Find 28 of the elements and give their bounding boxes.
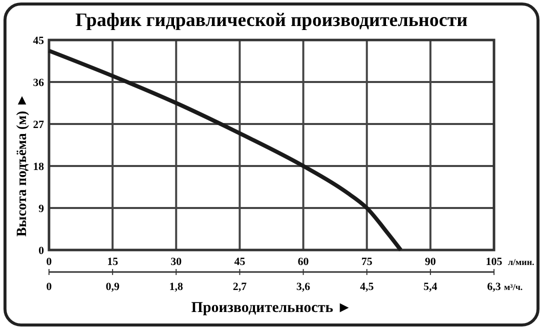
x2-tick-label: 5,4 (424, 281, 438, 293)
text: л/мин. (508, 257, 534, 267)
x-tick-label: 15 (107, 256, 119, 268)
x2-tick-label: 1,8 (169, 281, 184, 293)
y-tick-label: 9 (38, 202, 44, 215)
x-tick-label: 105 (486, 256, 503, 268)
line-series (47, 48, 403, 252)
x-tick-label: 45 (234, 256, 246, 268)
y-tick-label: 27 (33, 118, 44, 131)
x-tick-label: 90 (424, 256, 436, 268)
y-tick-label: 45 (33, 34, 44, 47)
x2-tick-label: 6,3 (487, 281, 502, 293)
x-axis-title: Производительность ► (191, 300, 352, 316)
x-tick-label: 60 (298, 256, 310, 268)
chart-title: График гидравлической производительности (75, 10, 468, 31)
y-tick-label: 0 (38, 244, 44, 257)
x-tick-label: 75 (361, 256, 373, 268)
text: м³/ч. (504, 282, 523, 292)
x2-tick-label: 0 (46, 281, 52, 293)
x2-tick-label: 4,5 (360, 281, 374, 293)
y-tick-label: 18 (33, 160, 44, 173)
y-axis-title: Высота подъёма (м) ► (15, 93, 30, 237)
x2-tick-label: 0,9 (106, 281, 120, 293)
x2-tick-label: 2,7 (232, 281, 248, 293)
x2-tick-label: 3,6 (296, 281, 311, 293)
x-tick-label: 30 (170, 256, 182, 268)
y-tick-label: 36 (33, 76, 44, 89)
x-tick-label: 0 (46, 256, 52, 268)
